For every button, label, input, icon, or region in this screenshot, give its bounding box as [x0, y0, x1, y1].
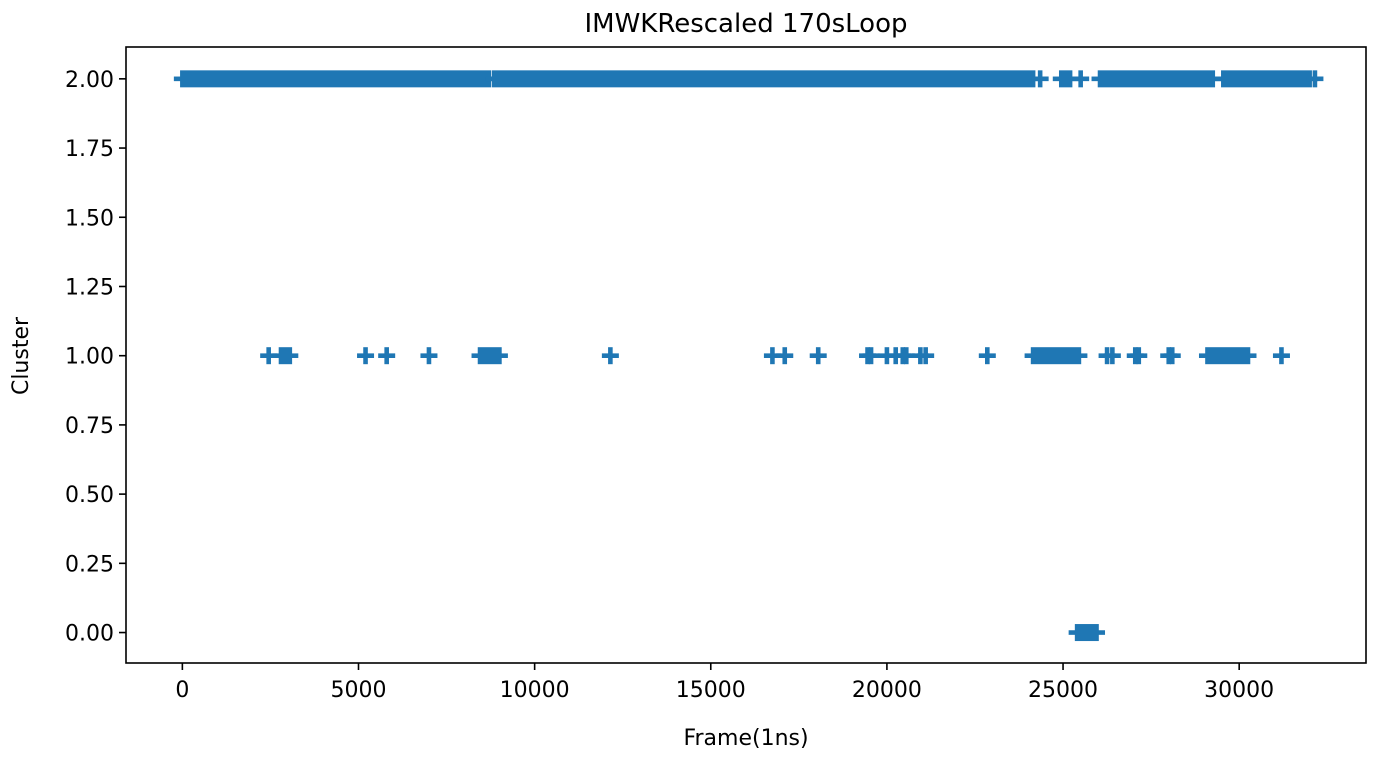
marker-run-cluster-1-3: [1198, 347, 1257, 365]
marker-cluster-1-4: [601, 347, 619, 365]
marker-cluster-1-3: [420, 347, 438, 365]
marker-cluster-1-23: [1272, 347, 1290, 365]
marker-run-cluster-1-0: [272, 347, 299, 365]
marker-cluster-2-0: [1031, 70, 1049, 88]
marker-run-cluster-1-1: [471, 347, 508, 365]
y-axis: 0.00 0.25 0.50 0.75 1.00 1.25 1.50 1.75 2.00: [65, 68, 126, 647]
marker-run-cluster-0-0: [1068, 624, 1106, 642]
marker-cluster-1-7: [809, 347, 827, 365]
y-tick-label: 0.75: [65, 414, 114, 439]
marker-cluster-1-0: [260, 347, 278, 365]
marker-run-cluster-2-2: [1052, 70, 1079, 88]
x-tick-label: 5000: [331, 678, 387, 703]
marker-cluster-1-22: [1163, 347, 1181, 365]
marker-cluster-2-2: [1306, 70, 1324, 88]
x-tick-label: 30000: [1204, 678, 1274, 703]
y-tick-label: 0.00: [65, 622, 114, 647]
data-points: [173, 70, 1324, 642]
marker-run-cluster-1-2: [1024, 347, 1088, 365]
marker-run-cluster-2-3: [1091, 70, 1222, 88]
marker-cluster-1-18: [1103, 347, 1121, 365]
x-tick-label: 10000: [500, 678, 570, 703]
y-tick-label: 1.50: [65, 206, 114, 231]
x-tick-label: 25000: [1028, 678, 1098, 703]
marker-run-cluster-2-0: [173, 70, 498, 88]
x-axis-title: Frame(1ns): [683, 726, 808, 751]
y-tick-label: 1.25: [65, 275, 114, 300]
x-tick-label: 15000: [676, 678, 746, 703]
marker-cluster-1-6: [776, 347, 794, 365]
x-axis: 0 5000 10000 15000 20000 25000 30000: [175, 663, 1274, 703]
marker-cluster-2-1: [1072, 70, 1090, 88]
chart-title: IMWKRescaled 170sLoop: [584, 9, 907, 39]
marker-cluster-1-20: [1130, 347, 1148, 365]
y-tick-label: 1.00: [65, 345, 114, 370]
marker-run-cluster-2-4: [1214, 70, 1319, 88]
x-tick-label: 20000: [852, 678, 922, 703]
y-tick-label: 0.50: [65, 483, 114, 508]
marker-cluster-1-1: [357, 347, 375, 365]
marker-cluster-1-15: [917, 347, 935, 365]
x-tick-label: 0: [175, 678, 189, 703]
marker-run-cluster-2-1: [485, 70, 1042, 88]
marker-cluster-1-16: [978, 347, 996, 365]
y-tick-label: 0.25: [65, 552, 114, 577]
y-tick-label: 2.00: [65, 68, 114, 93]
y-axis-title: Cluster: [9, 316, 34, 395]
marker-cluster-1-2: [378, 347, 396, 365]
marker-cluster-1-9: [862, 347, 880, 365]
y-tick-label: 1.75: [65, 137, 114, 162]
